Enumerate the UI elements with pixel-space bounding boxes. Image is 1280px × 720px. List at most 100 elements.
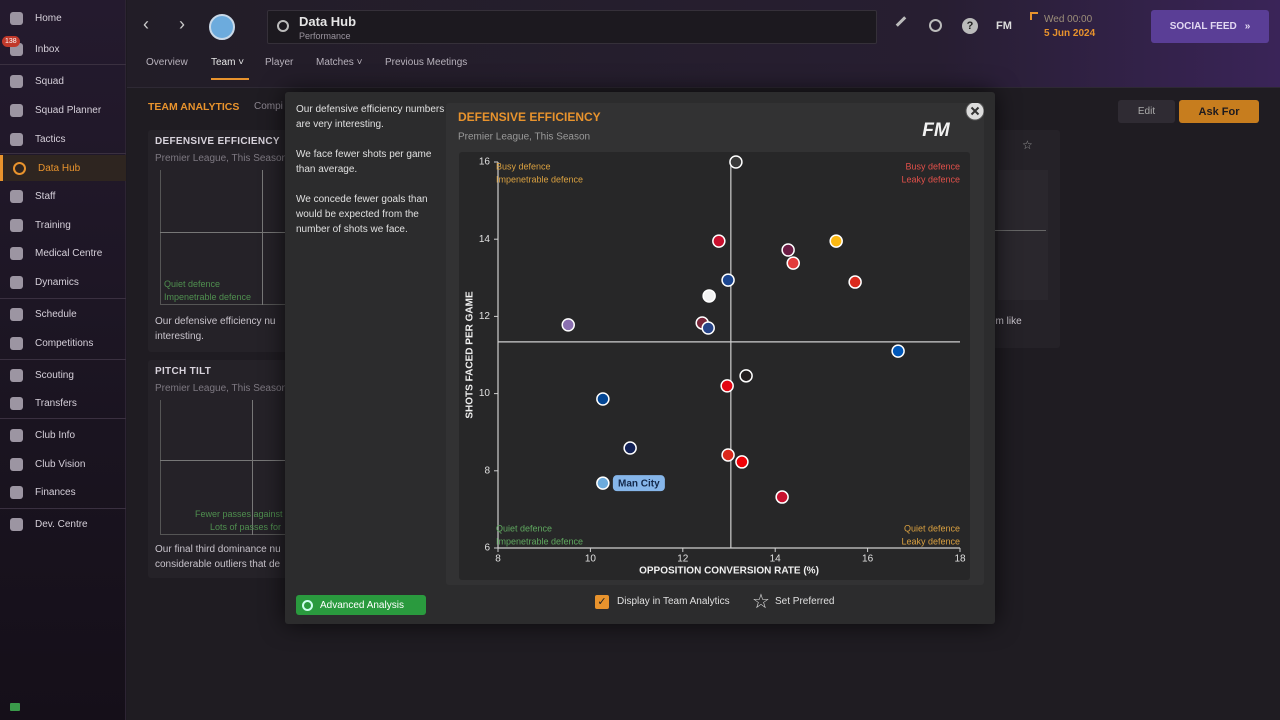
edit-icon[interactable] bbox=[895, 16, 907, 27]
mini-chart-vline bbox=[252, 400, 253, 535]
quadrant-label: Busy defence bbox=[496, 161, 551, 171]
separator bbox=[0, 64, 126, 65]
tab[interactable]: Previous Meetings bbox=[385, 57, 468, 68]
nav-item[interactable]: Staff bbox=[0, 183, 126, 209]
tab[interactable]: Overview bbox=[146, 57, 188, 68]
nav-item[interactable]: Training bbox=[0, 212, 126, 238]
nav-item[interactable]: Schedule bbox=[0, 301, 126, 327]
quadrant-label: Quiet defence bbox=[496, 523, 552, 533]
nav-icon bbox=[10, 485, 23, 499]
nav-item[interactable]: Medical Centre bbox=[0, 240, 126, 266]
nav-item[interactable]: Squad bbox=[0, 68, 126, 94]
nav-label: Squad Planner bbox=[35, 104, 102, 116]
close-icon[interactable] bbox=[970, 106, 980, 116]
x-tick-label: 18 bbox=[954, 554, 966, 565]
mini-chart bbox=[160, 170, 288, 305]
paragraph: We face fewer shots per game than averag… bbox=[296, 149, 432, 175]
y-tick-label: 16 bbox=[479, 157, 491, 168]
nav-label: Schedule bbox=[35, 308, 77, 320]
set-preferred[interactable]: Set Preferred bbox=[775, 596, 835, 607]
forward-button[interactable]: › bbox=[179, 14, 185, 34]
chart-title: DEFENSIVE EFFICIENCY bbox=[458, 110, 601, 124]
y-tick-label: 6 bbox=[484, 543, 490, 554]
team-point[interactable] bbox=[739, 369, 753, 383]
fm-icon[interactable]: FM bbox=[996, 20, 1012, 32]
status-icon bbox=[10, 703, 20, 711]
nav-item[interactable]: Home bbox=[0, 5, 126, 31]
nav-item[interactable]: Dynamics bbox=[0, 269, 126, 295]
social-feed-button[interactable]: SOCIAL FEED» bbox=[1151, 10, 1269, 43]
nav-item[interactable]: Squad Planner bbox=[0, 97, 126, 123]
quadrant-label: Lots of passes for bbox=[210, 522, 282, 532]
quadrant-label: Leaky defence bbox=[901, 174, 960, 184]
nav-icon bbox=[10, 103, 23, 117]
team-point[interactable] bbox=[561, 318, 575, 332]
team-point[interactable] bbox=[720, 379, 734, 393]
nav-label: Competitions bbox=[35, 337, 94, 349]
team-point[interactable] bbox=[623, 441, 637, 455]
edit-button[interactable]: Edit bbox=[1118, 100, 1175, 123]
nav-item[interactable]: Scouting bbox=[0, 362, 126, 388]
team-point[interactable] bbox=[729, 155, 743, 169]
nav-item[interactable]: Competitions bbox=[0, 330, 126, 356]
nav-item[interactable]: Club Vision bbox=[0, 451, 126, 477]
star-icon[interactable]: ☆ bbox=[752, 591, 770, 613]
team-point[interactable] bbox=[721, 448, 735, 462]
card-title: PITCH TILT bbox=[155, 366, 212, 377]
team-point[interactable] bbox=[891, 344, 905, 358]
team-point[interactable] bbox=[735, 455, 749, 469]
tab[interactable]: Matches ˅ bbox=[316, 57, 363, 68]
nav-icon bbox=[13, 161, 26, 175]
nav-icon bbox=[10, 189, 23, 203]
star-icon[interactable]: ☆ bbox=[1022, 138, 1033, 152]
nav-label: Inbox bbox=[35, 43, 60, 55]
club-badge[interactable] bbox=[209, 14, 235, 40]
team-point[interactable] bbox=[702, 289, 716, 303]
tab[interactable]: Player bbox=[265, 57, 294, 68]
search-icon bbox=[277, 20, 289, 32]
x-tick-label: 12 bbox=[677, 554, 689, 565]
team-point[interactable] bbox=[712, 234, 726, 248]
nav-item[interactable]: Data Hub bbox=[0, 155, 126, 181]
team-point[interactable] bbox=[721, 273, 735, 287]
team-point[interactable] bbox=[781, 243, 795, 257]
ask-for-button[interactable]: Ask For bbox=[1179, 100, 1259, 123]
globe-icon[interactable] bbox=[929, 19, 942, 32]
nav-item[interactable]: Finances bbox=[0, 479, 126, 505]
analysis-card: PITCH TILT Premier League, This Season Few… bbox=[148, 360, 288, 578]
team-point[interactable] bbox=[596, 392, 610, 406]
team-point[interactable] bbox=[829, 234, 843, 248]
team-point[interactable] bbox=[596, 476, 610, 490]
tab[interactable]: Team ˅ bbox=[211, 57, 245, 68]
quadrant-label: Fewer passes against bbox=[195, 509, 283, 519]
team-point[interactable] bbox=[848, 275, 862, 289]
social-feed-label: SOCIAL FEED bbox=[1169, 21, 1237, 32]
advanced-analysis-button[interactable]: Advanced Analysis bbox=[296, 595, 426, 615]
game-time: Wed 00:00 bbox=[1044, 14, 1093, 25]
checkbox[interactable]: ✓ bbox=[595, 595, 609, 609]
nav-label: Scouting bbox=[35, 369, 74, 381]
x-tick-label: 8 bbox=[495, 554, 501, 565]
nav-icon bbox=[10, 368, 23, 382]
quadrant-label: Impenetrable defence bbox=[496, 536, 583, 546]
search-box[interactable]: Data Hub Performance bbox=[267, 10, 877, 44]
nav-label: Dev. Centre bbox=[35, 518, 88, 530]
team-point[interactable] bbox=[701, 321, 715, 335]
y-tick-label: 12 bbox=[479, 311, 491, 322]
nav-item[interactable]: Dev. Centre bbox=[0, 511, 126, 537]
nav-item[interactable]: Tactics bbox=[0, 126, 126, 152]
help-icon[interactable]: ? bbox=[962, 18, 978, 34]
inbox-badge: 138 bbox=[2, 36, 20, 47]
team-point[interactable] bbox=[775, 490, 789, 504]
checkbox-label[interactable]: Display in Team Analytics bbox=[617, 596, 730, 607]
nav-item[interactable]: Transfers bbox=[0, 390, 126, 416]
top-bar: ‹ › Data Hub Performance ? FM Wed 00:00 … bbox=[127, 0, 1280, 88]
fm-logo: FM bbox=[922, 120, 951, 141]
back-button[interactable]: ‹ bbox=[143, 14, 149, 34]
team-point[interactable] bbox=[786, 256, 800, 270]
nav-icon bbox=[10, 428, 23, 442]
nav-item[interactable]: Club Info bbox=[0, 422, 126, 448]
mini-chart-line bbox=[990, 230, 1046, 231]
nav-icon bbox=[10, 517, 23, 531]
